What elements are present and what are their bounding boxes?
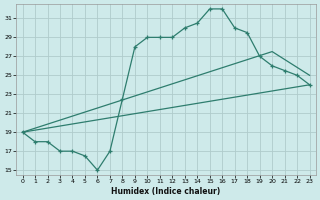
X-axis label: Humidex (Indice chaleur): Humidex (Indice chaleur) — [111, 187, 221, 196]
